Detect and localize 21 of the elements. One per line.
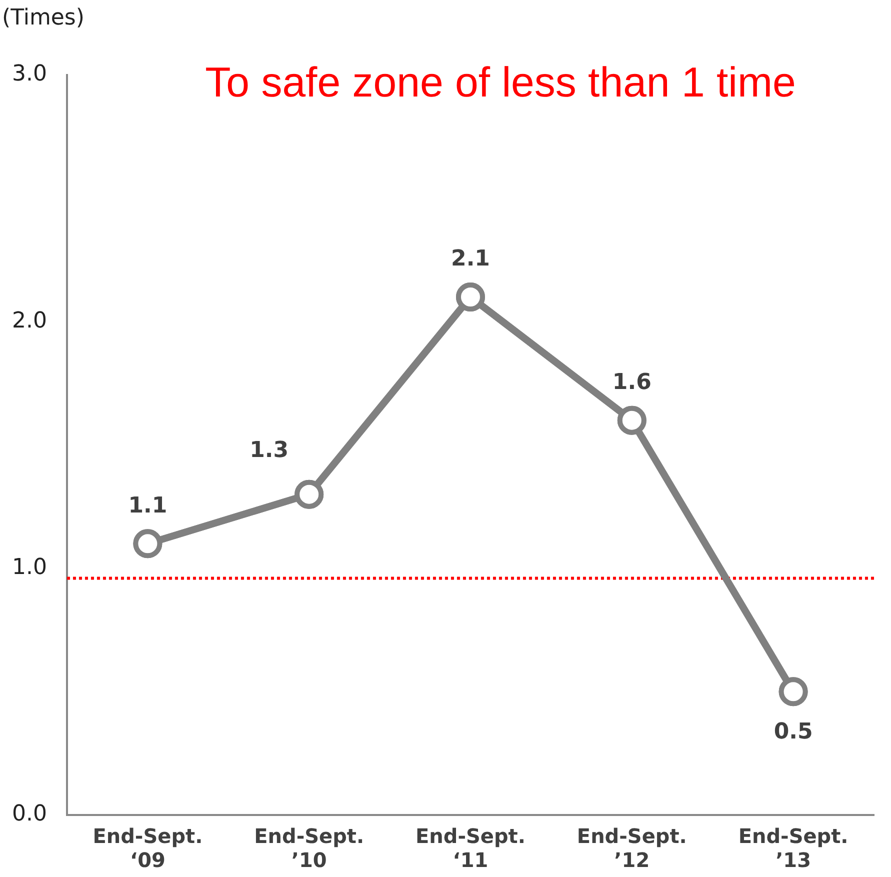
x-tick-label: End-Sept. ‘11	[416, 824, 526, 872]
data-label: 0.5	[774, 719, 813, 744]
y-tick-label: 2.0	[12, 308, 47, 334]
x-tick-label: End-Sept. ’13	[738, 824, 848, 872]
y-axis-title: (Times)	[2, 6, 84, 31]
y-tick-label: 1.0	[12, 555, 47, 580]
point	[617, 406, 646, 435]
point	[133, 529, 162, 558]
data-label: 1.1	[128, 493, 168, 518]
point	[294, 480, 324, 509]
annotation: To safe zone of less than 1 time	[205, 58, 796, 106]
x-tick-label: End-Sept. ’10	[254, 824, 364, 872]
x-tick-label: End-Sept. ’12	[576, 824, 687, 872]
y-tick-label: 3.0	[12, 62, 47, 87]
point	[778, 677, 808, 706]
data-label: 1.6	[612, 370, 652, 396]
y-tick-label: 0.0	[12, 802, 47, 827]
data-label: 2.1	[451, 246, 490, 272]
data-label: 1.3	[250, 438, 289, 464]
x-tick-label: End-Sept. ‘09	[92, 824, 203, 872]
point	[456, 282, 485, 312]
